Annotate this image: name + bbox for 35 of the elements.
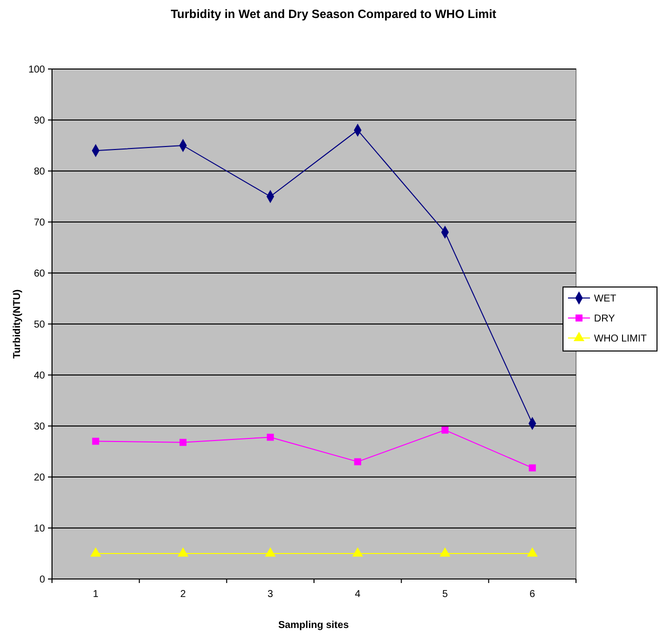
legend-label: DRY [594,314,616,324]
x-tick-label: 2 [180,589,186,600]
y-tick-label: 30 [34,422,46,432]
point [440,548,450,557]
point [266,434,274,441]
y-tick-label: 100 [28,64,46,76]
point [180,438,186,446]
point [354,458,362,466]
y-tick-label: 0 [39,574,46,586]
y-tick-label: 80 [34,166,46,178]
x-tick-label: 4 [354,589,361,600]
y-tick-label: 20 [34,472,46,484]
point [90,548,101,557]
point [178,548,188,557]
point [352,548,363,557]
x-tick-label: 5 [442,589,448,600]
chart-title: Turbidity in Wet and Dry Season Compared to WHO Limit [170,7,496,21]
point [527,548,538,557]
y-tick-label: 40 [34,370,46,382]
x-tick-label: 6 [530,589,536,600]
point [92,438,100,445]
x-tick-label: 3 [268,589,274,600]
y-tick-label: 10 [34,524,46,534]
point [265,548,276,557]
y-tick-label: 60 [34,268,46,280]
point [528,464,536,472]
point [442,426,448,434]
y-tick-label: 70 [34,218,46,228]
x-axis-title: Sampling sites [278,620,350,631]
y-axis-title: Turbidity(NTU) [12,289,23,359]
y-tick-label: 50 [34,320,46,330]
y-tick-label: 90 [34,116,46,126]
x-tick-label: 1 [92,589,99,600]
legend-label: WHO LIMIT [594,334,647,344]
legend-label: WET [594,294,616,304]
